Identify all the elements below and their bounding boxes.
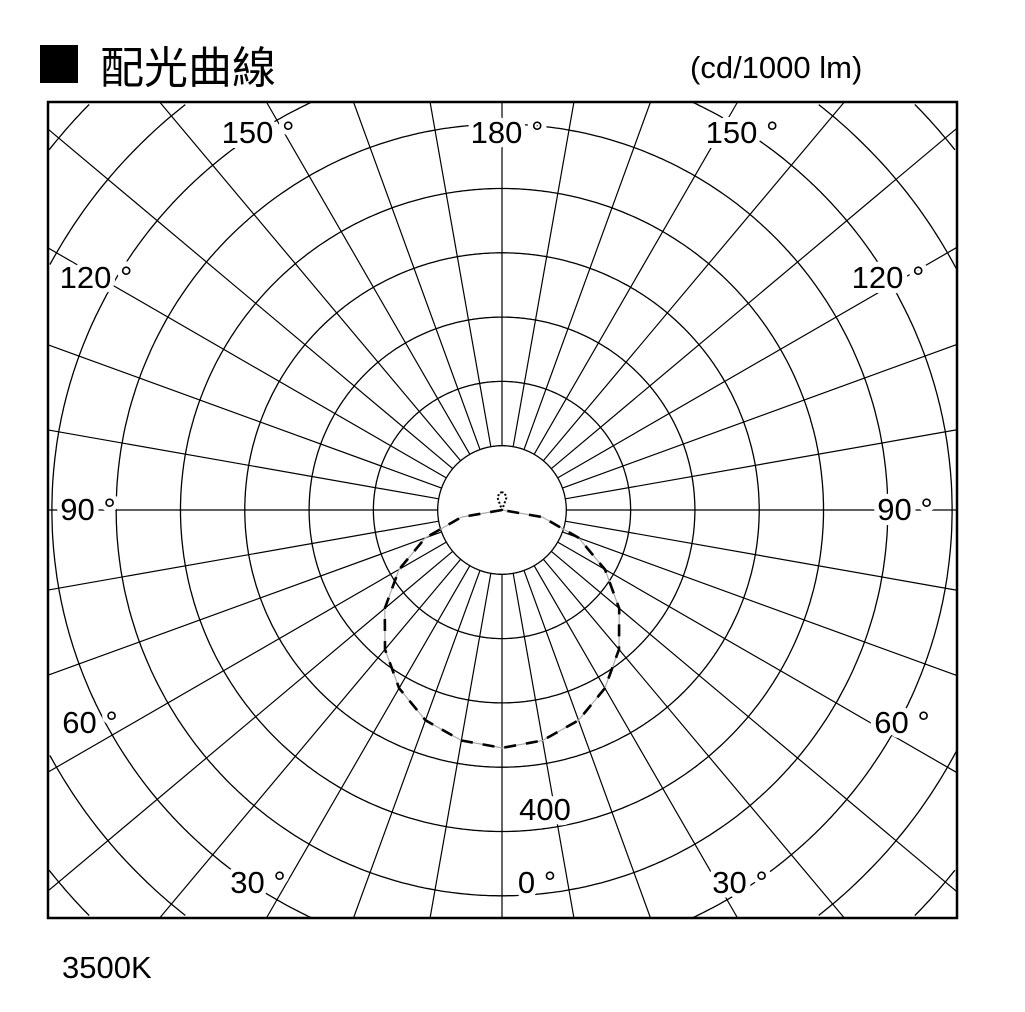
radial-line-190	[429, 101, 492, 447]
radial-line-340	[352, 570, 481, 919]
radial-line-280	[47, 520, 439, 591]
radial-line-230	[47, 128, 454, 470]
angle-label: 120 °	[852, 260, 925, 295]
angle-label: 120 °	[60, 260, 133, 295]
radial-line-10	[512, 573, 575, 919]
series-layer	[383, 491, 621, 750]
chart-title: 配光曲線	[40, 32, 276, 96]
radial-line-70	[562, 531, 958, 677]
series-dotted-black	[496, 491, 508, 511]
radial-line-200	[352, 101, 481, 450]
radial-line-40	[542, 558, 845, 919]
radial-line-110	[562, 343, 958, 489]
series-dashed-black	[383, 508, 621, 750]
radial-line-290	[47, 531, 442, 676]
labels: 0 ° 30 ° 30 ° 60 ° 60 ° 90 ° 90 ° 120 ° 120 ° 150…	[55, 110, 938, 905]
title-text: 配光曲線	[100, 43, 276, 94]
radial-line-220	[159, 101, 462, 462]
unit-label: (cd/1000 lm)	[690, 50, 863, 85]
angle-label: 90 °	[60, 492, 116, 527]
angle-label: 60 °	[62, 705, 118, 740]
radial-line-160	[523, 101, 652, 450]
radial-line-140	[542, 101, 845, 462]
radial-line-100	[565, 429, 958, 500]
angle-label: 30 °	[712, 865, 768, 900]
radial-tick-label: 400	[519, 792, 571, 827]
radial-line-20	[523, 570, 652, 919]
angle-label: 30 °	[230, 865, 286, 900]
angle-label: 60 °	[874, 705, 930, 740]
radial-line-120	[557, 246, 958, 479]
radial-line-150	[533, 101, 739, 455]
radial-line-320	[159, 558, 462, 919]
square-bullet-icon	[40, 45, 78, 83]
radial-line-30	[533, 565, 739, 919]
grid	[47, 101, 958, 919]
radial-line-130	[550, 127, 958, 470]
angle-label: 0 °	[518, 865, 556, 900]
angle-label: 150 °	[222, 115, 295, 150]
angle-label: 90 °	[877, 492, 933, 527]
radial-line-330	[265, 565, 471, 919]
radial-line-350	[429, 573, 492, 919]
radial-line-240	[47, 247, 447, 479]
radial-line-60	[557, 541, 958, 774]
radial-line-210	[265, 101, 471, 455]
radial-line-260	[47, 429, 439, 500]
radial-line-250	[47, 344, 442, 489]
color-temperature-label: 3500K	[62, 950, 152, 985]
radial-line-300	[47, 541, 447, 773]
ring-900	[48, 103, 956, 917]
radial-line-80	[565, 520, 958, 591]
plot-frame	[46, 100, 959, 920]
radial-line-170	[512, 101, 575, 447]
angle-label: 150 °	[706, 115, 779, 150]
angle-label: 180 °	[471, 115, 544, 150]
